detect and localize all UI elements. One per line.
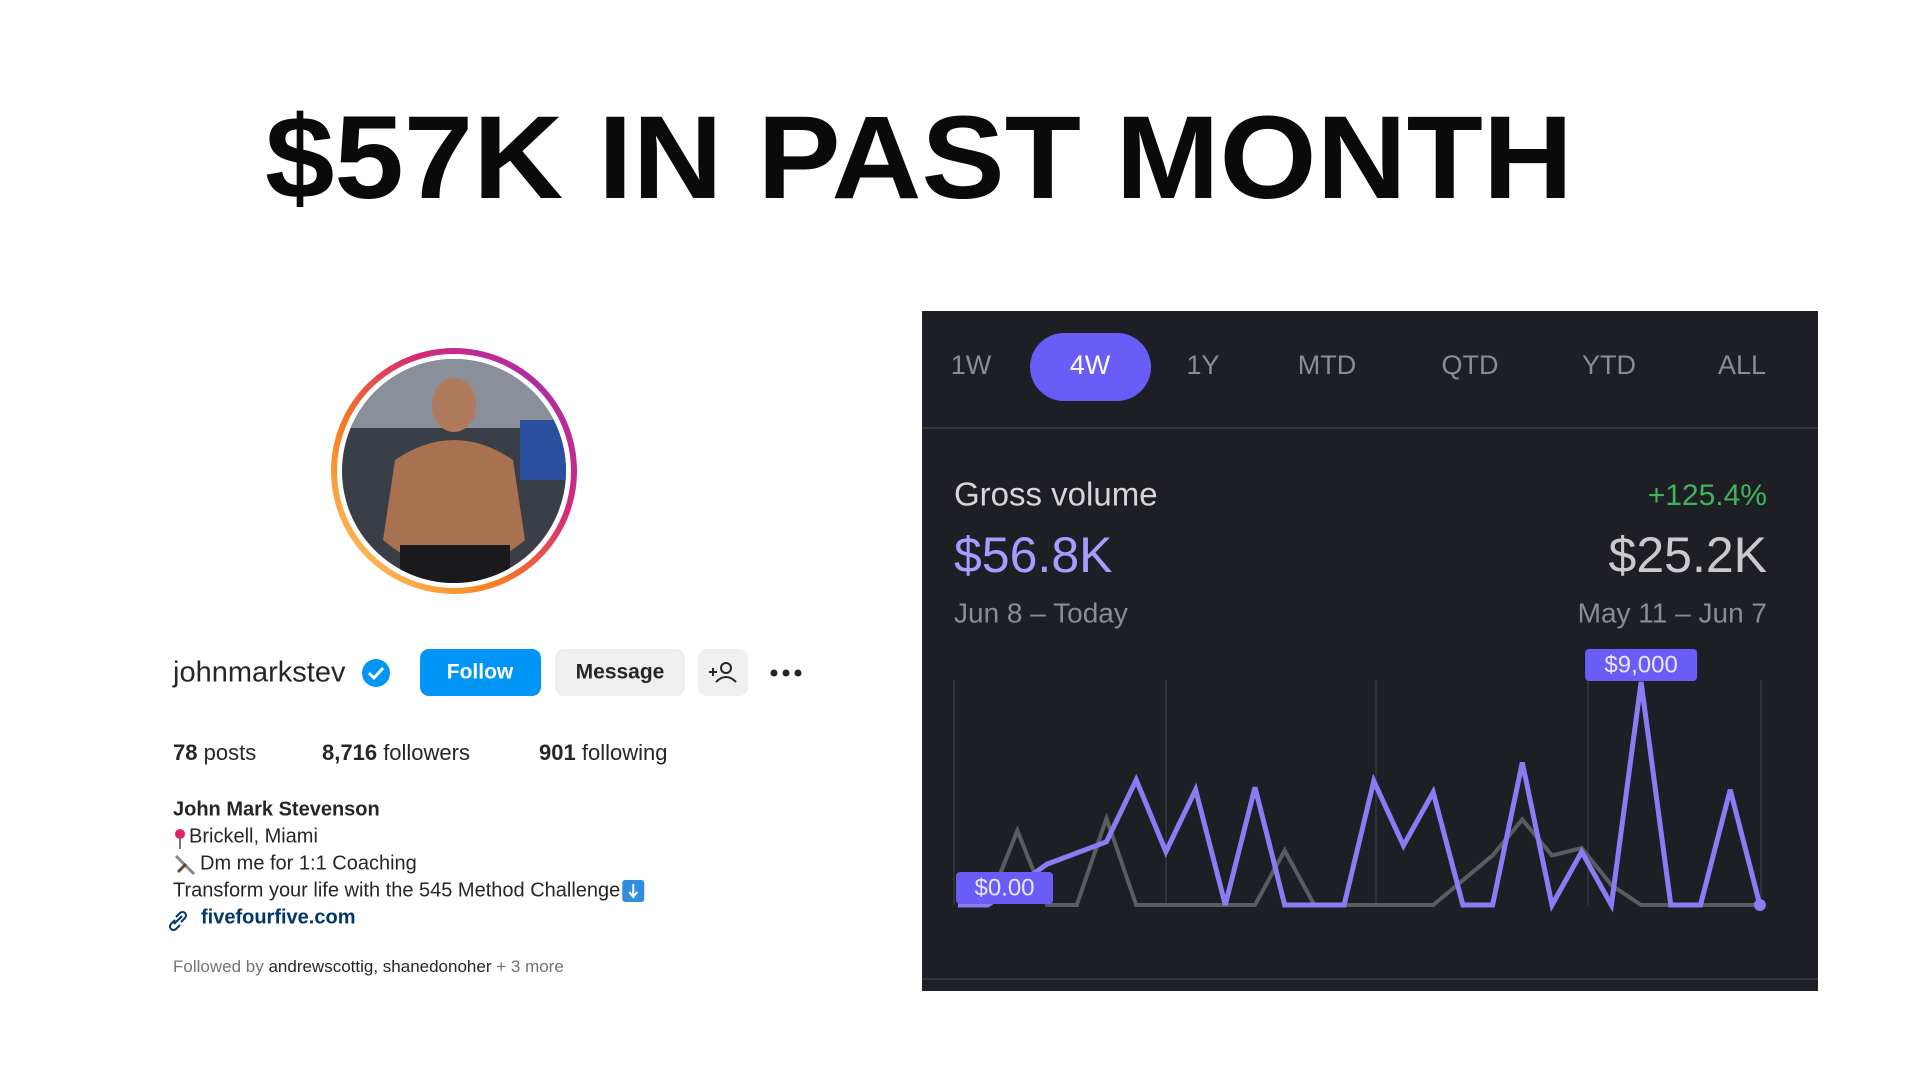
tab[interactable]: QTD [1442, 350, 1499, 380]
stat: 78 posts [173, 740, 256, 765]
tab[interactable]: ALL [1718, 350, 1766, 380]
username: johnmarkstev [172, 657, 346, 689]
followed-by: Followed by andrewscottig, shanedonoher … [173, 957, 564, 976]
change: +125.4% [1648, 479, 1767, 512]
date-gridlines [953, 680, 1762, 905]
bio-name: John Mark Stevenson [173, 798, 380, 820]
bio-link[interactable]: fivefourfive.com [201, 906, 355, 928]
end-point [1753, 899, 1766, 911]
followed-by-prefix: Followed by [173, 957, 264, 976]
stat-label: posts [204, 740, 257, 765]
tab[interactable]: 1Y [1186, 350, 1219, 380]
series-line [958, 812, 1760, 907]
tab[interactable]: MTD [1298, 350, 1356, 380]
metric-title: Gross volume [954, 476, 1158, 513]
bio-line: Dm me for 1:1 Coaching [200, 852, 417, 874]
message-label: Message [576, 661, 665, 684]
down-arrow-icon [622, 880, 645, 902]
message-button[interactable] [555, 649, 685, 696]
stat: 8,716 followers [322, 740, 470, 765]
sword-icon [174, 854, 196, 876]
verified-badge [362, 659, 390, 687]
link-icon [168, 910, 188, 932]
bio-line: Transform your life with the 545 Method … [173, 879, 620, 901]
stat-value: 8,716 [322, 740, 377, 765]
series-line [958, 681, 1763, 913]
follow-button[interactable] [420, 649, 541, 696]
previous-value: $25.2K [1609, 527, 1767, 583]
value-label-pill [1585, 649, 1698, 681]
add-person-icon [709, 662, 737, 683]
tab[interactable]: 4W [1070, 350, 1111, 380]
value-label: $0.00 [974, 874, 1034, 901]
tab[interactable]: 1W [951, 350, 992, 380]
stats: 78 posts 8,716 followers 901 following [173, 740, 667, 765]
tabs: 1W 4W 1Y MTD QTD YTD ALL [951, 333, 1766, 401]
value-label-pill [956, 872, 1053, 904]
current-period: Jun 8 – Today [954, 597, 1128, 628]
stat-value: 78 [173, 740, 197, 765]
stat: 901 following [539, 740, 667, 765]
bio-line: Brickell, Miami [189, 825, 318, 847]
current-value: $56.8K [954, 527, 1112, 583]
headline: $57K IN PAST MONTH [265, 92, 1573, 224]
tab[interactable]: YTD [1582, 350, 1636, 380]
follow-label: Follow [447, 661, 514, 684]
avatar[interactable] [331, 348, 577, 595]
pin-icon [175, 829, 185, 849]
more-options[interactable] [770, 669, 802, 677]
followed-by-users[interactable]: andrewscottig, shanedonoher [268, 957, 491, 976]
value-label: $9,000 [1604, 651, 1677, 678]
stat-label: followers [383, 740, 470, 765]
stat-value: 901 [539, 740, 576, 765]
previous-period: May 11 – Jun 7 [1578, 597, 1767, 628]
followed-by-more[interactable]: + 3 more [496, 957, 564, 976]
chart: $0.00 $9,000 [956, 649, 1766, 913]
stat-label: following [582, 740, 668, 765]
active-tab-pill [1030, 333, 1151, 401]
